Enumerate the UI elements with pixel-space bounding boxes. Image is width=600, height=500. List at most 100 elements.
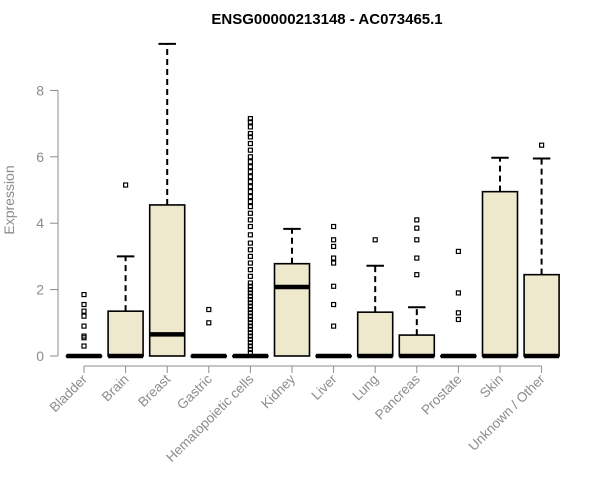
outlier-point [247,323,253,329]
outlier-point [455,248,461,255]
y-axis: 0 2 4 6 8 [36,82,59,364]
outlier-point [81,291,87,298]
box [107,310,144,357]
outlier-point [247,134,253,140]
outlier-point [247,343,253,349]
box [356,311,394,357]
x-category-label: Kidney [258,371,298,411]
outlier-point [247,326,253,333]
x-category-label: Breast [135,371,173,409]
box-group [232,116,269,359]
x-category-label: Pancreas [372,371,423,422]
outlier-point [247,293,253,299]
outlier-point [81,301,87,308]
box-group [481,156,519,359]
box-group [440,248,477,359]
outlier-point [331,237,337,243]
outlier-point [331,301,337,308]
box-group [398,217,436,359]
outlier-point [455,310,461,316]
outlier-point [455,316,461,323]
outlier-point [247,296,253,303]
y-tick-label: 2 [36,282,44,298]
outlier-point [414,225,420,231]
outlier-point [247,273,253,279]
outlier-point [247,333,253,339]
outlier-point [247,119,253,125]
outlier-point [247,336,253,342]
outlier-point [455,290,461,296]
outlier-point [247,253,253,259]
outlier-point [206,320,212,326]
plot-area [65,42,560,359]
outlier-point [247,210,253,216]
outlier-point [247,223,253,230]
x-category-label: Brain [99,372,132,405]
outlier-point [247,159,253,165]
box-group [190,306,228,359]
outlier-point [247,316,253,323]
box [523,273,560,357]
outlier-point [247,313,253,319]
box [148,204,186,357]
y-axis-label: Expression [1,165,17,234]
x-category-label: Skin [477,372,506,401]
outlier-point [247,184,253,190]
box-group [273,227,311,357]
outlier-point [247,199,253,205]
x-category-label: Liver [308,371,340,403]
outlier-point [247,247,253,253]
outlier-point [247,194,253,200]
outlier-point [247,303,253,309]
outlier-point [247,283,253,289]
outlier-point [331,260,337,266]
outlier-point [331,283,337,289]
box-group [356,237,394,359]
y-tick-label: 6 [36,149,44,165]
outlier-point [81,308,87,314]
outlier-point [247,320,253,326]
outlier-point [247,350,253,356]
outlier-point [247,147,253,153]
box-group [107,182,144,359]
outlier-point [414,255,420,261]
outlier-point [81,343,87,349]
x-category-label: Prostate [418,372,464,418]
outlier-point [247,164,253,170]
outlier-point [247,217,253,223]
box-group [523,142,560,359]
outlier-point [81,323,87,329]
outlier-point [247,310,253,316]
outlier-point [247,174,253,180]
outlier-point [247,140,253,147]
outlier-point [247,232,253,238]
outlier-point [206,306,212,313]
outlier-point [247,189,253,195]
outlier-point [372,237,378,243]
y-tick-label: 4 [36,215,44,231]
outlier-point [331,255,337,261]
x-category-label: Gastric [174,371,215,412]
outlier-point [247,287,253,293]
outlier-point [81,333,87,339]
box-group [65,291,103,359]
x-category-label: Unknown / Other [465,371,548,454]
outlier-point [81,313,87,319]
outlier-point [247,267,253,273]
outlier-point [247,306,253,313]
box-group [148,42,186,357]
outlier-point [247,169,253,175]
outlier-point [247,330,253,336]
box [481,190,519,357]
outlier-point [247,154,253,160]
box [273,262,311,357]
outlier-point [247,179,253,185]
outlier-point [122,182,129,188]
outlier-point [247,340,253,346]
box [398,334,436,357]
outlier-point [414,217,420,223]
box-group [315,223,352,359]
outlier-point [331,223,337,230]
outlier-point [331,243,337,250]
